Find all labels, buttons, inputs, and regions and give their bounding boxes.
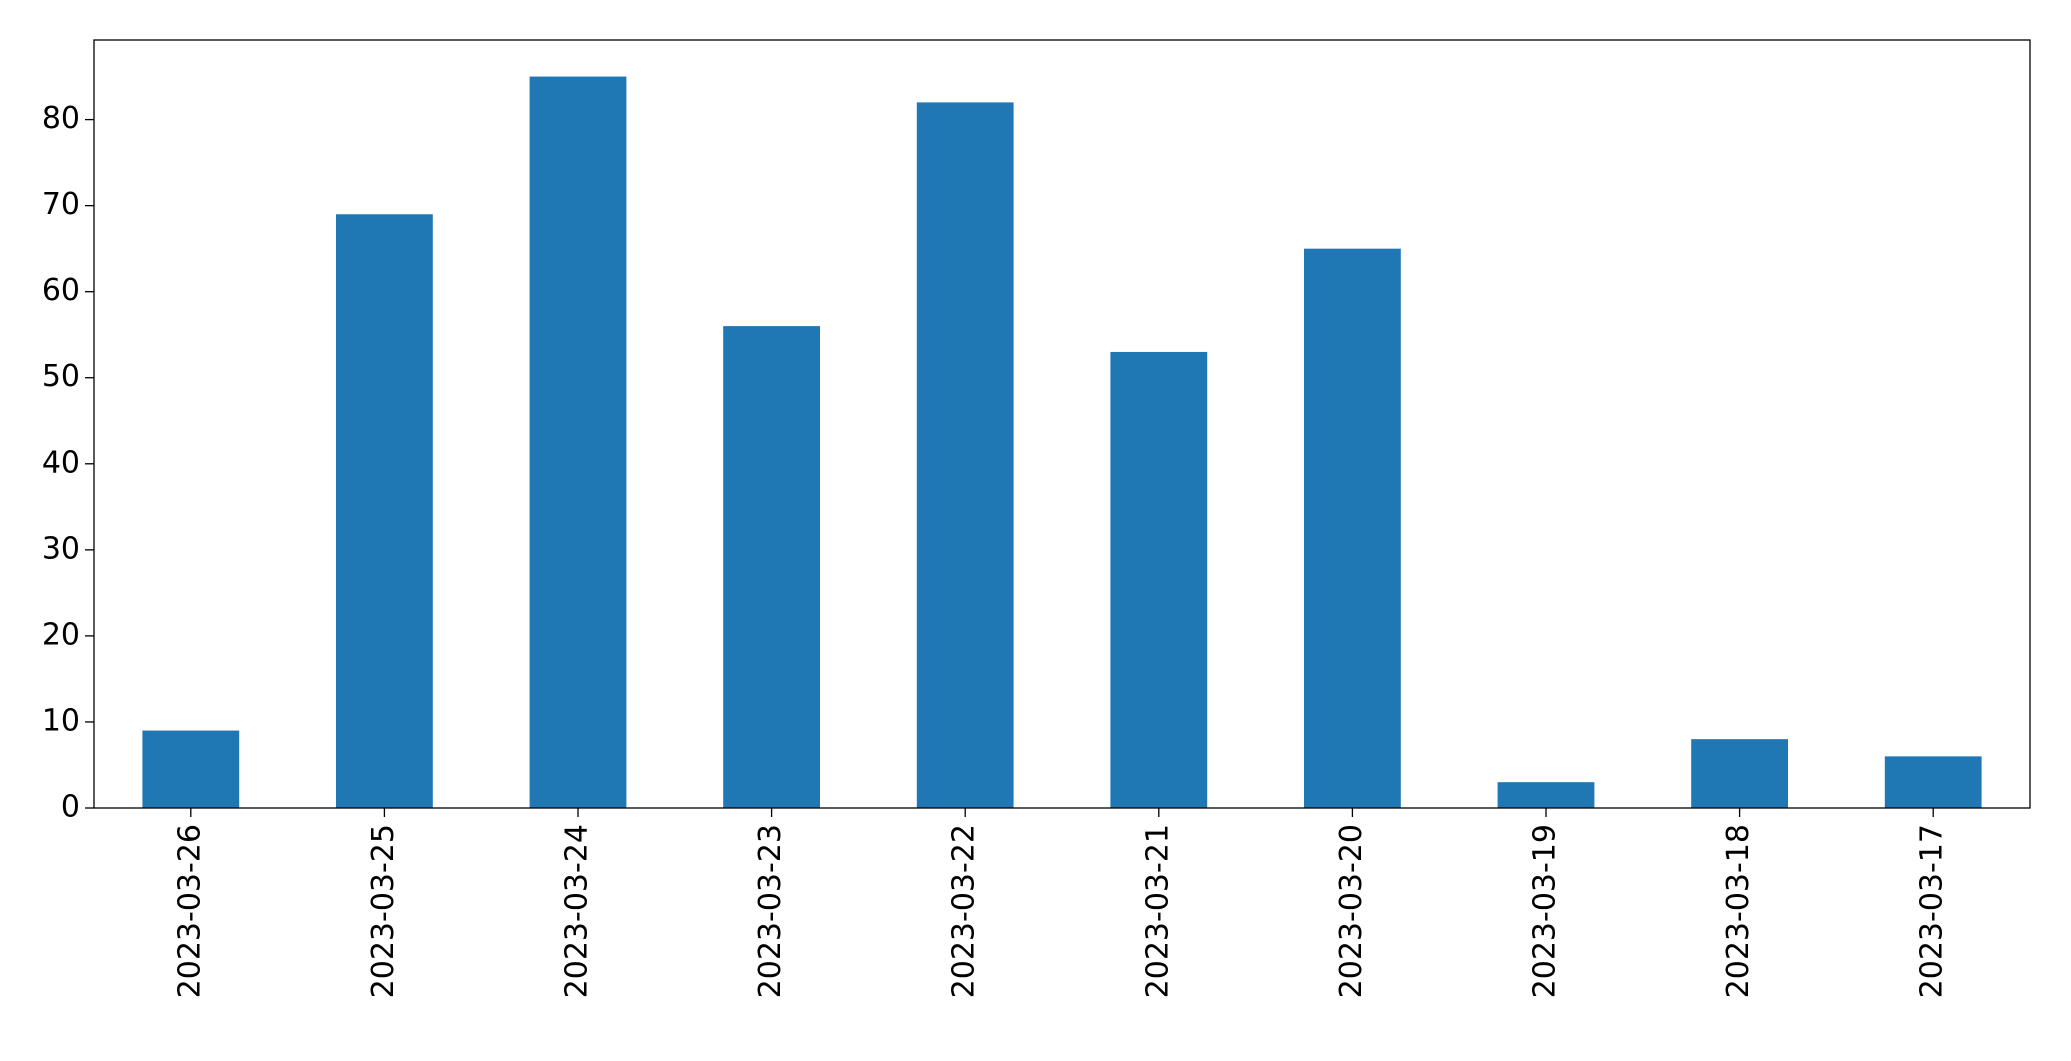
x-tick-label: 2023-03-21 (1140, 824, 1175, 998)
y-tick-label: 40 (42, 445, 80, 480)
y-tick-label: 60 (42, 273, 80, 308)
x-tick-label: 2023-03-23 (753, 824, 788, 998)
plot-frame (93, 39, 2031, 809)
y-tick-label: 50 (42, 359, 80, 394)
x-tick-label: 2023-03-24 (560, 824, 595, 998)
bar (529, 76, 627, 809)
y-tick-label: 80 (42, 101, 80, 136)
bar (336, 214, 433, 809)
y-tick-label: 30 (42, 531, 80, 566)
y-tick-label: 70 (42, 187, 80, 222)
x-tick-label: 2023-03-20 (1334, 824, 1369, 998)
bar (1884, 756, 1982, 808)
y-tick-label: 20 (42, 617, 80, 652)
y-tick-label: 0 (61, 790, 80, 825)
bar (1497, 782, 1595, 808)
y-tick-label: 10 (42, 703, 80, 738)
bar (1110, 351, 1208, 808)
bar (142, 730, 240, 808)
x-tick-label: 2023-03-25 (366, 824, 401, 998)
bar (1304, 248, 1401, 809)
bar (723, 326, 820, 808)
bar (1691, 739, 1788, 808)
x-tick-label: 2023-03-17 (1915, 824, 1950, 998)
x-tick-label: 2023-03-19 (1528, 824, 1563, 998)
x-tick-label: 2023-03-26 (172, 824, 207, 998)
x-tick-label: 2023-03-18 (1721, 824, 1756, 998)
x-tick-label: 2023-03-22 (947, 824, 982, 998)
bar (916, 102, 1014, 809)
